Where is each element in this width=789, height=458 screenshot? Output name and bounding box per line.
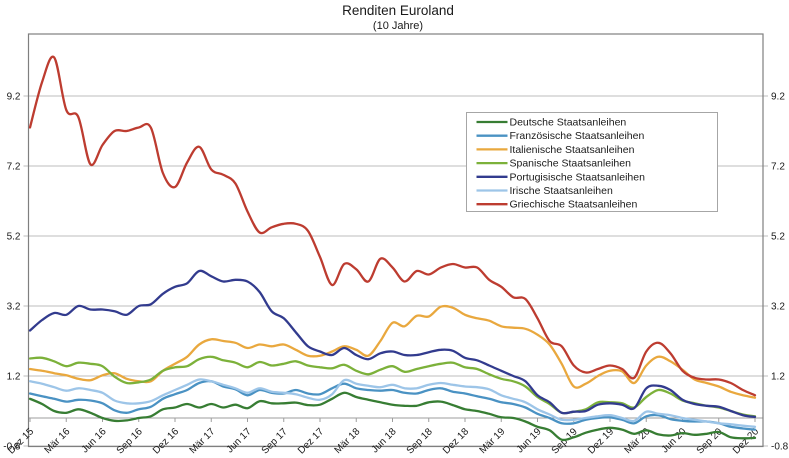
x-tick-label: Jun 16: [80, 426, 109, 455]
x-tick-label: Mär 19: [478, 426, 508, 456]
legend-box: [466, 112, 718, 212]
series-line-deutsche: [28, 391, 757, 442]
legend-item-label: Portugisische Staatsanleihen: [510, 171, 646, 183]
y-axis-labels-left: 9.2 7.2 5.2 3.2 1.2 -0.8: [3, 92, 21, 453]
x-tick-label: Jun 19: [515, 426, 544, 455]
series-line-französische: [28, 379, 757, 431]
y-tick-label-left: -0.8: [3, 442, 21, 453]
x-tick-label: Mär 18: [333, 426, 363, 456]
x-tick-label: Dez 16: [151, 426, 181, 456]
y-tick-label-right: 1.2: [771, 372, 785, 383]
legend-item-label: Spanische Staatsanleihen: [510, 158, 632, 170]
y-tick-label-right: 7.2: [771, 162, 785, 173]
x-tick-label: Dez 20: [731, 426, 761, 456]
y-tick-label-right: 9.2: [771, 92, 785, 103]
x-tick-label: Jun 17: [225, 426, 254, 455]
y-tick-label-left: 3.2: [7, 302, 21, 313]
x-tick-label: Sep 20: [695, 426, 725, 456]
x-tick-label: Sep 18: [405, 426, 435, 456]
chart-title: Renditen Euroland: [342, 3, 454, 18]
y-tick-label-right: -0.8: [771, 442, 789, 453]
legend-item-label: Griechische Staatsanleihen: [510, 199, 638, 211]
x-tick-label: Jun 18: [370, 426, 399, 455]
plot-border: [27, 33, 764, 448]
y-tick-label-left: 1.2: [7, 372, 21, 383]
legend-item-label: Französische Staatsanleihen: [510, 130, 645, 142]
y-tick-label-right: 5.2: [771, 232, 785, 243]
legend-item-label: Deutsche Staatsanleihen: [510, 117, 627, 129]
x-tick-label: Mär 17: [188, 426, 218, 456]
y-axis-labels-right: 9.2 7.2 5.2 3.2 1.2 -0.8: [771, 92, 789, 453]
series-lines: [28, 55, 757, 442]
chart-subtitle: (10 Jahre): [373, 20, 423, 32]
series-line-portugisische: [28, 269, 757, 419]
x-tick-label: Jun 20: [660, 426, 689, 455]
legend-item-label: Irische Staatsanleihen: [510, 185, 613, 197]
y-tick-label-left: 9.2: [7, 92, 21, 103]
x-tick-label: Sep 16: [115, 426, 145, 456]
series-line-griechische: [28, 55, 757, 397]
x-tick-label: Dez 18: [441, 426, 471, 456]
x-tick-label: Sep 19: [550, 426, 580, 456]
y-tick-label-right: 3.2: [771, 302, 785, 313]
plot-border-rect: [27, 33, 764, 448]
series-line-irische: [28, 378, 757, 428]
series-line-italienische: [28, 304, 757, 399]
x-tick-label: Dez 17: [296, 426, 326, 456]
x-tick-label: Mär 16: [43, 426, 73, 456]
x-tick-label: Sep 17: [260, 426, 290, 456]
zero-axis: [28, 417, 763, 422]
y-tick-label-left: 7.2: [7, 162, 21, 173]
legend-item-label: Italienische Staatsanleihen: [510, 144, 635, 156]
y-tick-label-left: 5.2: [7, 232, 21, 243]
